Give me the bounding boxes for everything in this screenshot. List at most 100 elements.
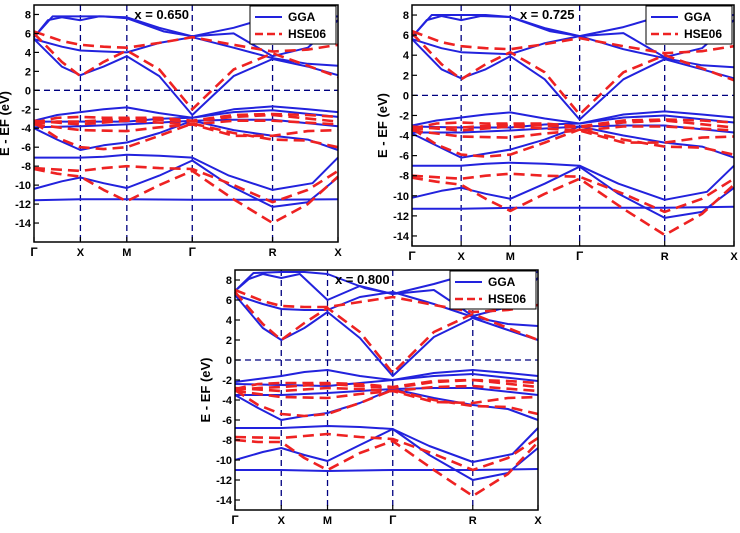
y-tick-label: -10: [15, 180, 31, 192]
x-tick-label: X: [457, 251, 465, 263]
composition-annotation: x = 0.725: [520, 7, 575, 22]
gga-band-line: [234, 428, 539, 481]
x-tick-label: R: [469, 515, 477, 527]
hse06-band-line: [234, 438, 539, 498]
hse06-band-line: [411, 176, 735, 237]
y-axis-label: E - EF (eV): [198, 357, 213, 422]
hse06-band-line: [411, 125, 735, 132]
hse06-band-line: [234, 291, 539, 375]
plot-frame: [234, 269, 539, 511]
gga-band-line: [411, 110, 735, 127]
composition-annotation: x = 0.800: [335, 272, 390, 287]
y-tick-label: -4: [222, 395, 233, 407]
legend-hse06-label: HSE06: [288, 27, 326, 41]
gga-band-line: [33, 198, 339, 202]
x-tick-label: Γ: [389, 513, 397, 527]
x-tick-label: Γ: [408, 249, 416, 263]
hse06-band-line: [411, 32, 735, 116]
band-panel-3: -14 -12 -10 -8 -6 -4 -2 0 2 4 6 8 Γ X M Γ R X E - EF (eV) x…: [198, 269, 542, 527]
band-panel-1: -14 -12 -10 -8 -6 -4 -2 0 2 4 6 8 Γ X M Γ R X E - EF (eV) x…: [0, 4, 342, 259]
gga-band-line: [412, 161, 735, 201]
gga-band-line: [412, 124, 735, 134]
gga-band-line: [411, 165, 735, 219]
x-tick-label: X: [730, 251, 738, 263]
hse06-band-line: [411, 127, 735, 158]
y-tick-label: -10: [216, 455, 232, 467]
x-tick-label: Γ: [189, 245, 197, 259]
y-tick-label: -12: [393, 211, 409, 223]
y-tick-label: -14: [15, 218, 32, 230]
x-tick-label: M: [323, 515, 332, 527]
y-tick-label: 2: [403, 70, 409, 82]
x-tick-label: X: [278, 515, 286, 527]
legend-hse06-label: HSE06: [684, 27, 722, 41]
hse06-band-line: [411, 129, 735, 144]
y-tick-label: -8: [399, 171, 409, 183]
legend-gga-label: GGA: [288, 10, 316, 24]
x-tick-label: R: [661, 251, 669, 263]
hse06-band-line: [411, 172, 735, 214]
legend-box: [449, 270, 537, 310]
y-tick-label: -12: [15, 199, 31, 211]
hse06-band-line: [411, 29, 735, 55]
y-tick-label: -12: [216, 475, 232, 487]
composition-annotation: x = 0.650: [134, 7, 189, 22]
band-panel-2: -14 -12 -10 -8 -6 -4 -2 0 2 4 6 8 Γ X M Γ R X E - EF (eV) x…: [375, 4, 738, 263]
gga-band-line: [411, 125, 735, 159]
x-tick-label: R: [269, 247, 277, 259]
legend-hse06-label: HSE06: [488, 292, 526, 306]
gga-band-line: [234, 369, 539, 383]
legend-gga-label: GGA: [684, 10, 712, 24]
y-axis-label: E - EF (eV): [375, 93, 390, 158]
gga-band-line: [412, 205, 735, 210]
y-tick-label: 4: [226, 315, 233, 327]
y-tick-label: 4: [25, 47, 32, 59]
gga-band-line: [234, 273, 539, 317]
y-tick-label: -14: [393, 231, 410, 243]
y-tick-label: -4: [399, 131, 410, 143]
plot-frame: [411, 4, 735, 247]
y-axis-label: E - EF (eV): [0, 91, 12, 156]
hse06-band-line: [411, 118, 735, 130]
y-tick-label: -4: [21, 123, 32, 135]
legend-gga-label: GGA: [488, 275, 516, 289]
x-tick-label: X: [334, 247, 342, 259]
y-tick-label: -8: [222, 435, 232, 447]
gga-band-line: [33, 119, 339, 151]
hse06-band-line: [33, 32, 339, 111]
y-tick-label: 2: [226, 335, 232, 347]
hse06-band-line: [234, 288, 539, 314]
hse06-band-line: [33, 121, 339, 151]
y-tick-label: 0: [226, 355, 232, 367]
x-tick-label: X: [534, 515, 542, 527]
x-tick-label: Γ: [231, 513, 239, 527]
y-tick-label: -14: [216, 495, 233, 507]
gga-band-line: [34, 153, 339, 191]
y-tick-label: 4: [403, 50, 410, 62]
y-tick-label: -10: [393, 191, 409, 203]
y-tick-label: -6: [21, 142, 31, 154]
hse06-band-line: [33, 112, 339, 124]
y-tick-label: -8: [21, 161, 31, 173]
y-tick-label: 0: [25, 85, 31, 97]
plot-frame: [33, 4, 339, 243]
hse06-band-line: [33, 164, 339, 204]
legend-box: [645, 5, 733, 45]
y-tick-label: 8: [403, 10, 409, 22]
hse06-band-line: [411, 119, 735, 131]
x-tick-label: Γ: [576, 249, 584, 263]
y-tick-label: 2: [25, 66, 31, 78]
gga-band-line: [411, 35, 735, 69]
y-tick-label: -2: [21, 104, 31, 116]
gga-band-line: [234, 373, 539, 387]
gga-band-line: [33, 159, 339, 208]
x-tick-label: M: [122, 247, 131, 259]
hse06-band-line: [33, 30, 339, 53]
gga-band-line: [235, 425, 539, 463]
y-tick-label: 8: [25, 9, 31, 21]
x-tick-label: X: [77, 247, 85, 259]
x-tick-label: M: [506, 251, 515, 263]
x-tick-label: Γ: [30, 245, 38, 259]
